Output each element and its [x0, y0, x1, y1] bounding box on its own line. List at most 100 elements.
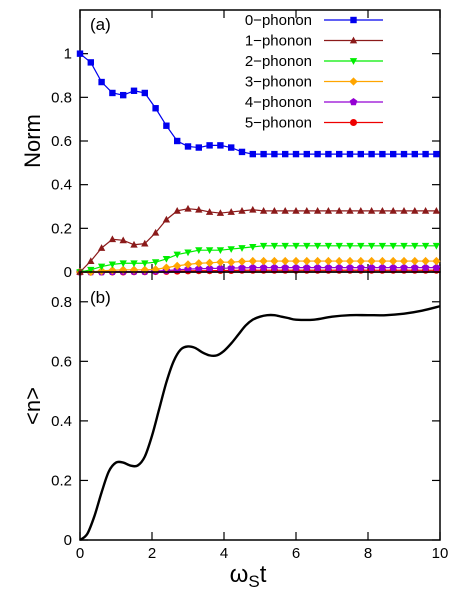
- panel-a-series: [75, 50, 441, 277]
- series-0-point: [206, 142, 213, 149]
- legend-marker-4: [349, 98, 358, 106]
- series-3-point: [389, 256, 398, 266]
- series-3-point: [270, 256, 279, 266]
- series-0-point: [76, 50, 84, 57]
- panel-b-ytick-label: 0.2: [51, 472, 72, 489]
- series-0-point: [433, 150, 440, 158]
- series-3-point: [324, 256, 333, 266]
- series-0-point: [87, 59, 94, 66]
- series-0-point: [130, 87, 138, 94]
- series-0-point: [336, 150, 343, 158]
- panel-a-ytick-label: 0.8: [51, 89, 72, 106]
- series-3-line: [80, 260, 437, 273]
- series-3-point: [399, 256, 409, 266]
- series-0-point: [379, 150, 386, 158]
- series-2-point: [346, 242, 354, 250]
- series-3-point: [248, 256, 257, 266]
- series-1-point: [281, 207, 289, 214]
- series-4-point: [205, 264, 214, 272]
- series-2-point: [195, 247, 203, 255]
- series-1-line: [79, 208, 437, 273]
- panel-b-ytick-label: 0: [64, 532, 72, 549]
- series-1-point: [400, 207, 408, 214]
- panel-b-ticks: 0 0.2 0.4 0.6 0.8 0 2 4 6 8 10: [51, 272, 448, 562]
- series-1-point: [227, 208, 235, 215]
- series-2-point: [162, 256, 171, 263]
- panel-a-ytick-label: 1: [64, 46, 72, 63]
- series-2-point: [108, 261, 117, 269]
- series-2-point: [313, 242, 322, 250]
- series-3-point: [281, 256, 290, 266]
- series-4-point: [367, 263, 376, 271]
- series-3-point: [367, 256, 376, 266]
- series-2-point: [227, 246, 235, 253]
- series-0-point: [98, 78, 105, 86]
- series-1-phonon: [76, 204, 441, 275]
- panel-b-frame: [79, 271, 441, 541]
- series-0-line: [79, 53, 437, 155]
- series-3-point: [162, 263, 171, 272]
- x-axis-label-t: t: [260, 561, 267, 588]
- series-2-point: [130, 260, 138, 268]
- series-0-point: [282, 150, 289, 158]
- series-1-point: [162, 215, 171, 223]
- series-2-point: [259, 242, 268, 250]
- series-2-point: [184, 249, 192, 257]
- series-0-point: [346, 150, 354, 158]
- series-1-point: [151, 228, 160, 236]
- panel-b-xtick-label: 6: [292, 545, 300, 562]
- series-2-point: [238, 245, 246, 252]
- panel-b-xtick-label: 10: [432, 545, 449, 562]
- series-3-point: [421, 256, 430, 266]
- series-4-point: [227, 264, 235, 272]
- series-2-point: [292, 242, 300, 250]
- panel-b-ytick-label: 0.6: [51, 353, 72, 370]
- panel-a-label: (a): [90, 15, 111, 34]
- series-3-point: [151, 265, 160, 274]
- series-2-point: [324, 242, 333, 250]
- series-4-point: [335, 263, 343, 271]
- legend-label-0: 0−phonon: [245, 12, 312, 29]
- series-4-point: [292, 263, 300, 271]
- series-1-point: [313, 207, 322, 214]
- series-2-point: [432, 242, 441, 250]
- series-4-point: [346, 263, 354, 271]
- series-4-point: [238, 263, 246, 272]
- series-2-point: [249, 244, 257, 251]
- x-axis-label-omega: ω: [230, 561, 249, 588]
- series-3-point: [97, 266, 106, 276]
- series-0-point: [120, 91, 127, 99]
- series-1-point: [270, 207, 279, 214]
- panel-b-ytick-label: 0.8: [51, 294, 72, 311]
- series-1-point: [421, 207, 430, 214]
- series-1-point: [259, 207, 268, 214]
- series-3-point: [302, 256, 311, 266]
- series-3-point: [345, 256, 355, 266]
- series-4-point: [357, 263, 365, 271]
- series-2-point: [400, 242, 408, 250]
- series-0-point: [260, 150, 267, 158]
- series-0-point: [303, 150, 310, 158]
- series-4-point: [216, 264, 225, 272]
- series-2-point: [367, 242, 376, 250]
- series-2-point: [173, 251, 181, 259]
- series-3-point: [194, 259, 203, 268]
- series-3-point: [313, 256, 322, 266]
- series-0-point: [217, 142, 224, 149]
- series-4-point: [400, 263, 408, 271]
- series-1-point: [411, 207, 419, 214]
- panel-b-xtick-label: 0: [76, 545, 84, 562]
- series-4-point: [195, 264, 203, 272]
- series-1-point: [346, 207, 354, 214]
- series-2-point: [303, 242, 311, 250]
- series-4-point: [389, 263, 397, 271]
- x-axis-label-subscript: S: [248, 572, 259, 591]
- series-4-point: [378, 263, 387, 271]
- series-1-point: [173, 207, 181, 214]
- series-0-point: [141, 89, 148, 97]
- series-2-point: [389, 242, 397, 250]
- series-3-point: [237, 257, 247, 266]
- legend-label-4: 4−phonon: [245, 94, 312, 111]
- series-1-point: [249, 205, 257, 213]
